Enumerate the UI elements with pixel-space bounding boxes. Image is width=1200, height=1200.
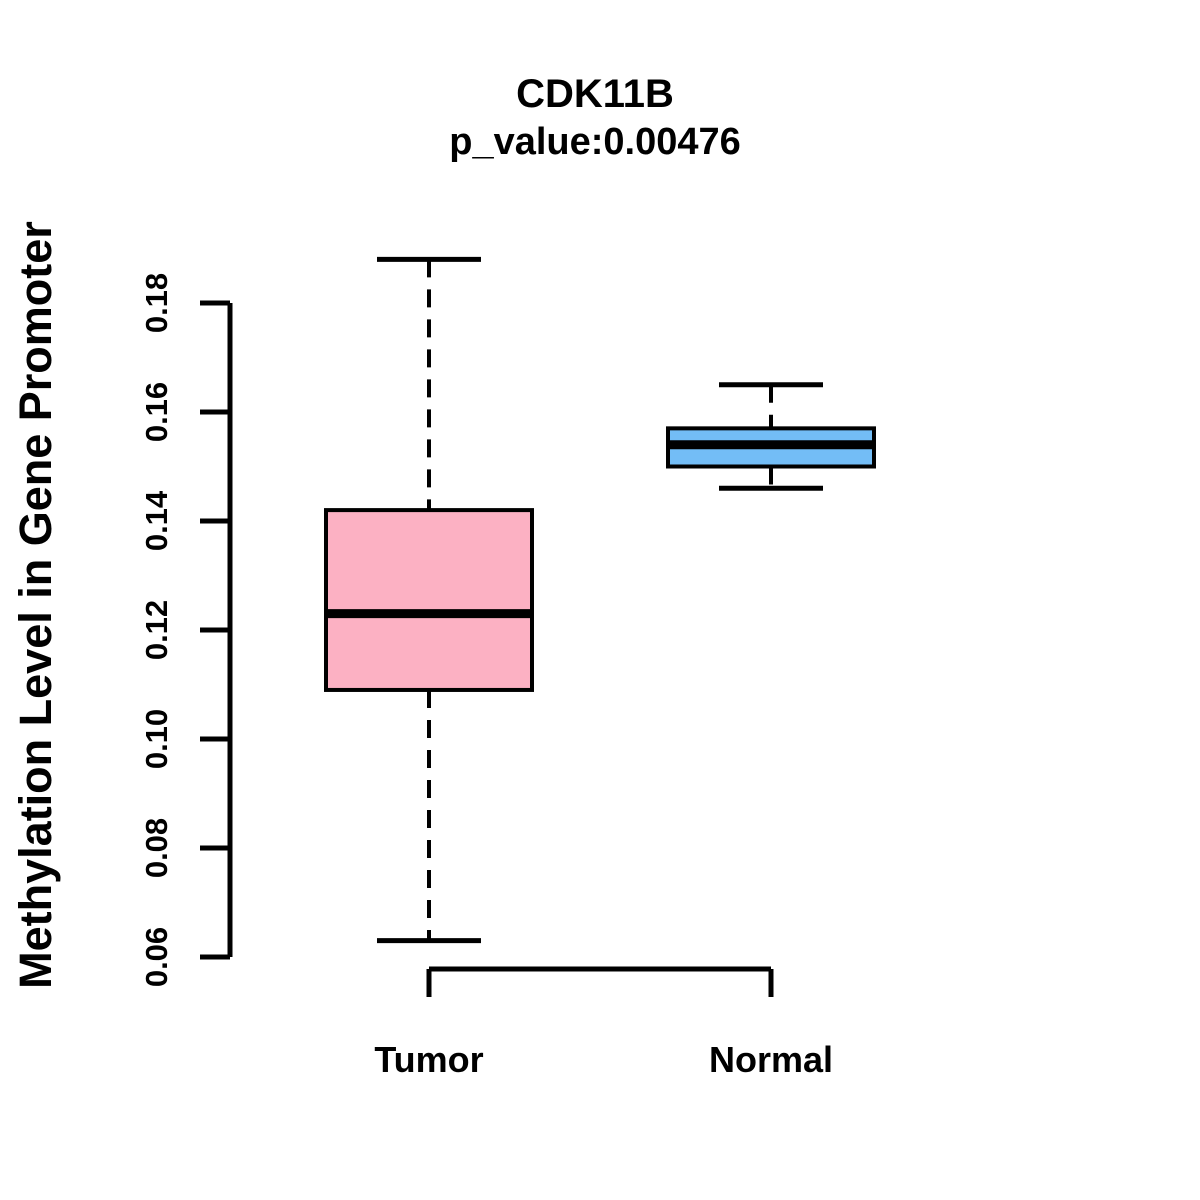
chart-title: CDK11B <box>516 72 674 116</box>
y-tick-label: 0.10 <box>139 709 174 769</box>
y-tick-label: 0.18 <box>139 273 174 333</box>
y-tick-label: 0.06 <box>139 927 174 987</box>
x-label-normal: Normal <box>709 1039 833 1080</box>
y-tick-label: 0.08 <box>139 818 174 878</box>
chart-subtitle-pvalue: p_value:0.00476 <box>449 121 741 163</box>
x-label-tumor: Tumor <box>374 1039 483 1080</box>
y-tick-label: 0.14 <box>139 490 174 551</box>
y-tick-label: 0.16 <box>139 382 174 442</box>
y-tick-label: 0.12 <box>139 600 174 660</box>
box-tumor <box>324 508 534 692</box>
